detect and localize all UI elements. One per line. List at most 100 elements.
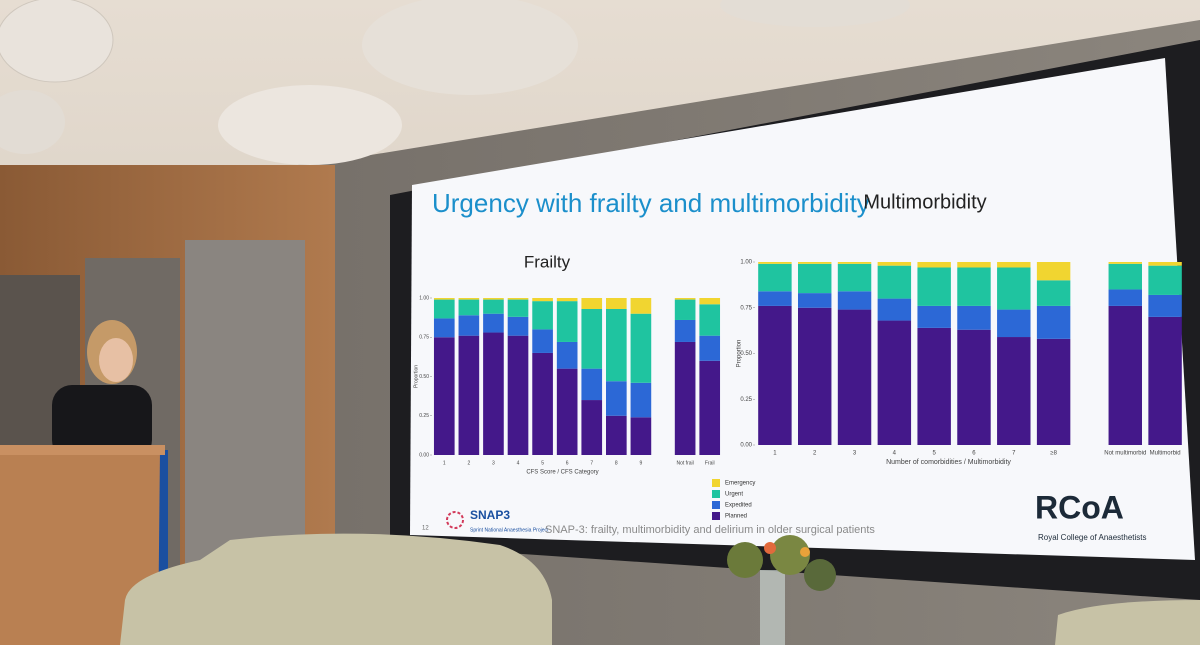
flowers — [727, 542, 763, 578]
bar-segment — [674, 298, 696, 300]
slide-footer: SNAP-3: frailty, multimorbidity and deli… — [545, 524, 875, 536]
podium — [0, 450, 160, 645]
bar-segment — [458, 299, 480, 316]
presenter-body — [52, 385, 152, 460]
bar-segment — [606, 381, 627, 416]
bar-segment — [483, 298, 504, 300]
x-tick-label: 7 — [1012, 451, 1016, 457]
bar-segment — [532, 301, 553, 330]
vase — [760, 570, 785, 645]
x-tick-label: 9 — [640, 460, 643, 466]
bar-segment — [1036, 305, 1071, 339]
bar-segment — [483, 299, 504, 314]
x-tick-label: 2 — [467, 460, 470, 466]
bar-segment — [483, 313, 504, 333]
x-tick-label: 3 — [853, 451, 857, 457]
flower — [800, 547, 810, 557]
bar-segment — [917, 327, 951, 445]
chart-title: Frailty — [524, 252, 571, 271]
legend-swatch — [712, 490, 720, 498]
y-tick-label: 0.50 — [740, 351, 752, 357]
bar-segment — [1108, 262, 1142, 264]
bar-segment — [606, 308, 627, 382]
x-tick-label: 8 — [615, 460, 618, 466]
bar-segment — [1036, 338, 1071, 445]
bar-segment — [630, 382, 652, 418]
y-tick-label: 1.00 — [740, 260, 752, 266]
armchair — [120, 533, 552, 645]
armchair — [1055, 600, 1200, 645]
bar-segment — [997, 309, 1031, 338]
x-tick-label: 4 — [893, 451, 897, 457]
ceiling-disc — [0, 0, 114, 83]
bar-segment — [606, 415, 627, 455]
bar-segment — [483, 332, 504, 455]
legend-swatch — [712, 512, 720, 520]
bar-segment — [758, 291, 792, 306]
bar-segment — [699, 360, 721, 455]
bar-segment — [556, 341, 578, 369]
slide-title: Urgency with frailty and multimorbidity — [432, 188, 870, 218]
bar-segment — [433, 299, 455, 319]
bar-segment — [1148, 294, 1182, 317]
legend-swatch — [712, 479, 720, 487]
chart-title: Multimorbidity — [863, 191, 986, 213]
x-tick-label: 6 — [972, 451, 976, 457]
legend-label: Expedited — [725, 503, 752, 509]
x-tick-label: 1 — [443, 460, 446, 466]
bar-segment — [507, 316, 529, 336]
y-axis-label: Proportion — [737, 340, 743, 368]
x-tick-label: Not multimorbid — [1104, 451, 1146, 457]
charts: Frailty Proportion 0.00 0.25 0.50 0.75 1.00 1 2 3… — [413, 191, 1182, 520]
y-tick-label: 0.75 — [740, 305, 752, 311]
flowers — [770, 535, 810, 575]
bar-segment — [1036, 280, 1071, 306]
bar-segment — [877, 265, 912, 299]
ceiling-disc — [720, 0, 910, 27]
bar-segment — [837, 263, 872, 292]
bar-segment — [581, 400, 603, 455]
bar-segment — [758, 262, 792, 264]
bar-segment — [758, 305, 792, 445]
bar-segment — [997, 262, 1031, 268]
ceiling-disc — [218, 85, 402, 165]
x-tick-label: 5 — [541, 460, 544, 466]
bar-segment — [699, 298, 721, 305]
x-axis-label: Number of comorbidities / Multimorbidity — [886, 459, 1011, 466]
flower — [764, 542, 776, 554]
bar-segment — [606, 298, 627, 309]
legend-swatch — [712, 501, 720, 509]
flowers — [804, 559, 836, 591]
bar-segment — [433, 337, 455, 455]
bar-segment — [674, 341, 696, 455]
bar-segment — [581, 308, 603, 369]
bar-segment — [581, 368, 603, 401]
bar-segment — [798, 262, 832, 264]
bar-segment — [532, 352, 553, 455]
legend-label: Urgent — [725, 492, 743, 498]
bar-segment — [798, 263, 832, 294]
bar-segment — [433, 298, 455, 300]
x-tick-label: 4 — [517, 460, 520, 466]
bar-segment — [758, 263, 792, 292]
x-tick-label: Not frail — [677, 460, 694, 466]
bar-segment — [507, 298, 529, 300]
bar-segment — [507, 335, 529, 455]
bar-segment — [458, 315, 480, 336]
snap-logo-mark — [446, 511, 464, 529]
bar-segment — [433, 318, 455, 338]
x-tick-label: Multimorbid — [1150, 451, 1181, 457]
x-tick-label: ≥8 — [1050, 451, 1057, 457]
y-tick-label: 0.25 — [740, 397, 752, 403]
bar-segment — [556, 298, 578, 302]
bar-segment — [997, 267, 1031, 310]
bar-segment — [837, 309, 872, 445]
bar-segment — [877, 298, 912, 321]
x-tick-label: 5 — [932, 451, 936, 457]
legend-label: Emergency — [725, 481, 755, 487]
x-tick-label: Frail — [705, 460, 715, 466]
ceiling-disc — [362, 0, 578, 95]
bar-segment — [957, 267, 991, 306]
ceiling-disc — [0, 90, 65, 154]
bar-segment — [581, 298, 603, 309]
